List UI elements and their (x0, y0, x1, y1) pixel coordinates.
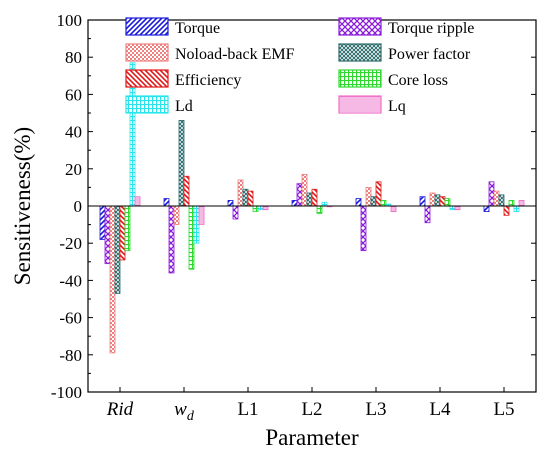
bar-torque-ripple-1 (168, 205, 175, 274)
bar-power-factor-6 (498, 194, 505, 207)
x-tick-label: L2 (301, 399, 322, 420)
bar-torque-3 (291, 200, 298, 207)
bar-torque-ripple-4 (360, 205, 367, 252)
bar-torque-ripple-6 (488, 181, 495, 207)
bar-power-factor-0 (114, 205, 121, 294)
bar-noload-back-emf-5 (429, 192, 436, 207)
bar-noload-back-emf-2 (237, 179, 244, 207)
bar-efficiency-0 (119, 205, 126, 261)
x-tick-label: Rid (106, 399, 134, 420)
bar-torque-0 (99, 205, 106, 240)
y-axis: -100 -80 -60 -40 -20 0 20 40 60 80 100 (51, 11, 536, 402)
y-tick-label: -20 (59, 234, 82, 253)
y-tick-label: -60 (59, 309, 82, 328)
bar-lq-5 (454, 205, 461, 211)
legend-swatch (125, 69, 169, 88)
bar-power-factor-1 (178, 120, 185, 207)
legend-label: Noload-back EMF (175, 46, 295, 63)
bar-core-loss-0 (124, 205, 131, 252)
bar-torque-2 (227, 200, 234, 207)
legend-swatch (125, 43, 169, 62)
bar-efficiency-3 (311, 188, 318, 207)
bar-power-factor-5 (434, 194, 441, 207)
bar-noload-back-emf-6 (493, 190, 500, 207)
bar-core-loss-3 (316, 205, 323, 214)
bar-ld-6 (513, 205, 520, 212)
legend-label: Efficiency (175, 72, 241, 89)
legend-swatch (338, 69, 382, 88)
legend: Torque Torque ripple Noload-back EMF Power … (125, 17, 474, 115)
bar-noload-back-emf-0 (109, 205, 116, 354)
x-tick-label: wd (174, 399, 195, 424)
legend-swatch (338, 43, 382, 62)
bar-lq-0 (134, 196, 141, 207)
x-axis-title: Parameter (265, 425, 359, 450)
bar-torque-ripple-3 (296, 183, 303, 207)
y-tick-label: 80 (65, 48, 82, 67)
y-axis-title: Sensitiveness(%) (10, 127, 35, 285)
bar-core-loss-1 (188, 205, 195, 270)
bar-torque-1 (163, 198, 170, 207)
y-tick-label: 60 (65, 85, 82, 104)
bar-core-loss-5 (444, 198, 451, 207)
legend-label: Lq (388, 98, 406, 115)
bar-ld-2 (257, 205, 264, 211)
y-tick-label: -100 (51, 383, 82, 402)
legend-label: Ld (175, 98, 193, 115)
bars-layer (99, 62, 525, 354)
x-tick-label: L5 (493, 399, 514, 420)
bar-noload-back-emf-1 (173, 205, 180, 226)
bar-efficiency-6 (503, 205, 510, 216)
legend-label: Core loss (388, 72, 448, 89)
legend-swatch (338, 17, 382, 36)
y-tick-label: 0 (74, 197, 83, 216)
bar-core-loss-6 (508, 200, 515, 207)
y-tick-label: 20 (65, 160, 82, 179)
bar-lq-2 (262, 205, 269, 211)
bar-core-loss-4 (380, 200, 387, 207)
bar-noload-back-emf-3 (301, 173, 308, 207)
x-tick-label: L4 (429, 399, 451, 420)
bar-efficiency-2 (247, 190, 254, 207)
bar-power-factor-4 (370, 196, 377, 207)
bar-core-loss-2 (252, 205, 259, 212)
bar-torque-4 (355, 198, 362, 207)
y-tick-label: 100 (57, 11, 83, 30)
bar-noload-back-emf-4 (365, 186, 372, 207)
x-tick-label: L3 (365, 399, 386, 420)
x-axis: Rid wd L1 L2 L3 L4 L5 (106, 387, 515, 424)
bar-lq-4 (390, 205, 397, 212)
bar-lq-6 (518, 200, 525, 207)
bar-power-factor-3 (306, 192, 313, 207)
bar-efficiency-4 (375, 181, 382, 207)
legend-label: Torque (175, 20, 220, 37)
bar-efficiency-5 (439, 196, 446, 207)
y-tick-label: -80 (59, 346, 82, 365)
y-tick-label: -40 (59, 271, 82, 290)
bar-ld-3 (321, 201, 328, 207)
bar-torque-ripple-0 (104, 205, 111, 265)
bar-ld-5 (449, 205, 456, 211)
legend-swatch (125, 95, 169, 114)
bar-torque-5 (419, 196, 426, 207)
bar-efficiency-1 (183, 175, 190, 207)
y-tick-label: 40 (65, 123, 82, 142)
bar-power-factor-2 (242, 188, 249, 207)
legend-swatch (125, 17, 169, 36)
bar-torque-6 (483, 205, 490, 212)
bar-ld-1 (193, 205, 200, 244)
bar-torque-ripple-5 (424, 205, 431, 224)
bar-torque-ripple-2 (232, 205, 239, 220)
legend-label: Power factor (388, 46, 471, 63)
legend-swatch (338, 95, 382, 114)
legend-label: Torque ripple (388, 20, 474, 37)
bar-lq-1 (198, 205, 205, 226)
x-tick-label: L1 (237, 399, 258, 420)
